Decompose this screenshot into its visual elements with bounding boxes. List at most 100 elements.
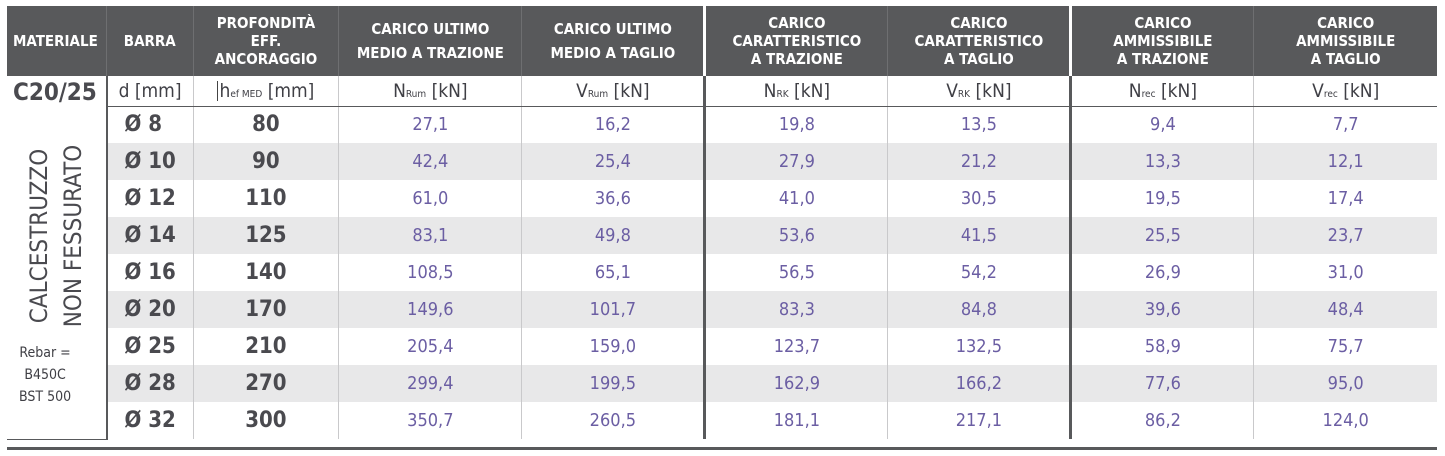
row-vrum-cell: 260,5 xyxy=(521,402,705,439)
row-nrum-cell: 61,0 xyxy=(338,180,522,217)
row-depth-cell: 125 xyxy=(192,217,339,254)
header-line: CARICO xyxy=(1317,14,1375,32)
row-bar-cell: Ø 8 xyxy=(105,106,194,143)
row-vrk-cell: 13,5 xyxy=(887,106,1071,143)
row-nrk-cell: 19,8 xyxy=(703,106,888,143)
table-bottom-rule xyxy=(7,447,1437,450)
row-depth-cell: 90 xyxy=(192,143,339,180)
row-vrec-cell: 48,4 xyxy=(1253,291,1437,328)
row-depth-cell: 170 xyxy=(192,291,339,328)
unit-symbol: V xyxy=(576,79,588,102)
row-vrec-cell: 95,0 xyxy=(1253,365,1437,402)
unit-subscript: ef MED xyxy=(230,88,263,100)
row-bar-cell: Ø 25 xyxy=(105,328,194,365)
row-bar-cell: Ø 20 xyxy=(105,291,194,328)
table-row: Ø 10 90 42,4 25,4 27,9 21,2 13,3 12,1 xyxy=(7,143,1437,180)
unit-subscript: RK xyxy=(776,88,789,100)
load-table: MATERIALE BARRA PROFONDITÀ EFF. ANCORAGG… xyxy=(7,6,1437,440)
row-nrum-cell: 205,4 xyxy=(338,328,522,365)
row-nrum-cell: 299,4 xyxy=(338,365,522,402)
unit-label: [kN] xyxy=(970,79,1012,102)
unit-label: [kN] xyxy=(1155,79,1197,102)
row-nrk-cell: 56,5 xyxy=(703,254,888,291)
row-vrk-cell: 41,5 xyxy=(887,217,1071,254)
header-line: A TRAZIONE xyxy=(750,50,843,68)
row-vrec-cell: 124,0 xyxy=(1253,402,1437,439)
row-vrk-cell: 54,2 xyxy=(887,254,1071,291)
unit-prof: hef MED [mm] xyxy=(192,76,339,107)
row-nrec-cell: 86,2 xyxy=(1069,402,1254,439)
unit-label: [mm] xyxy=(262,79,315,102)
header-line: CARATTERISTICO xyxy=(732,32,862,50)
row-bar-cell: Ø 10 xyxy=(105,143,194,180)
row-bar-cell: Ø 28 xyxy=(105,365,194,402)
header-line: MEDIO A TAGLIO xyxy=(550,44,676,62)
header-nrum: CARICO ULTIMO MEDIO A TRAZIONE xyxy=(338,6,522,76)
units-row: C20/25 CALCESTRUZZO NON FESSURATO Rebar … xyxy=(7,76,1437,440)
load-table-container: MATERIALE BARRA PROFONDITÀ EFF. ANCORAGG… xyxy=(7,6,1437,450)
row-vrk-cell: 166,2 xyxy=(887,365,1071,402)
header-line: CARICO xyxy=(768,14,826,32)
row-nrec-cell: 58,9 xyxy=(1069,328,1254,365)
header-line: CARICO ULTIMO xyxy=(371,20,490,38)
header-line: A TAGLIO xyxy=(1310,50,1381,68)
row-nrec-cell: 26,9 xyxy=(1069,254,1254,291)
row-vrec-cell: 12,1 xyxy=(1253,143,1437,180)
concrete-class: C20/25 xyxy=(13,78,97,106)
row-vrk-cell: 21,2 xyxy=(887,143,1071,180)
row-nrum-cell: 83,1 xyxy=(338,217,522,254)
row-depth-cell: 80 xyxy=(192,106,339,143)
row-nrec-cell: 13,3 xyxy=(1069,143,1254,180)
table-row: Ø 20 170 149,6 101,7 83,3 84,8 39,6 48,4 xyxy=(7,291,1437,328)
unit-vrk: VRK [kN] xyxy=(887,76,1071,107)
header-nrk: CARICO CARATTERISTICO A TRAZIONE xyxy=(703,6,888,76)
row-nrec-cell: 25,5 xyxy=(1069,217,1254,254)
unit-label: [kN] xyxy=(608,79,650,102)
header-line: AMMISSIBILE xyxy=(1296,32,1396,50)
rebar-note: Rebar = B450C BST 500 xyxy=(19,342,71,408)
unit-label: [kN] xyxy=(426,79,468,102)
row-bar-cell: Ø 12 xyxy=(105,180,194,217)
row-nrk-cell: 83,3 xyxy=(703,291,888,328)
row-nrum-cell: 149,6 xyxy=(338,291,522,328)
header-nrec: CARICO AMMISSIBILE A TRAZIONE xyxy=(1069,6,1254,76)
unit-label: [kN] xyxy=(1337,79,1380,102)
row-bar-cell: Ø 16 xyxy=(105,254,194,291)
header-vrk: CARICO CARATTERISTICO A TAGLIO xyxy=(887,6,1071,76)
unit-vrec: Vrec [kN] xyxy=(1253,76,1437,107)
header-barra: BARRA xyxy=(106,6,194,76)
header-line: A TRAZIONE xyxy=(1116,50,1209,68)
row-nrec-cell: 77,6 xyxy=(1069,365,1254,402)
row-nrk-cell: 162,9 xyxy=(703,365,888,402)
table-row: Ø 28 270 299,4 199,5 162,9 166,2 77,6 95,0 xyxy=(7,365,1437,402)
unit-symbol: N xyxy=(1128,79,1142,102)
header-line: MEDIO A TRAZIONE xyxy=(356,44,504,62)
unit-barra: d [mm] xyxy=(105,76,194,107)
row-vrk-cell: 84,8 xyxy=(887,291,1071,328)
unit-nrum: NRum [kN] xyxy=(338,76,522,107)
material-cell: C20/25 CALCESTRUZZO NON FESSURATO Rebar … xyxy=(7,76,107,440)
unit-subscript: Rum xyxy=(405,88,427,100)
text-cursor-icon xyxy=(217,81,219,102)
header-line: A TAGLIO xyxy=(943,50,1014,68)
row-vrum-cell: 25,4 xyxy=(521,143,705,180)
row-vrec-cell: 7,7 xyxy=(1253,106,1437,143)
row-depth-cell: 140 xyxy=(192,254,339,291)
unit-nrk: NRK [kN] xyxy=(703,76,888,107)
unit-subscript: RK xyxy=(957,88,971,100)
row-nrec-cell: 19,5 xyxy=(1069,180,1254,217)
row-vrum-cell: 36,6 xyxy=(521,180,705,217)
table-row: Ø 32 300 350,7 260,5 181,1 217,1 86,2 124,0 xyxy=(7,402,1437,439)
header-line: PROFONDITÀ xyxy=(216,14,316,32)
header-vrum: CARICO ULTIMO MEDIO A TAGLIO xyxy=(521,6,705,76)
header-vrec: CARICO AMMISSIBILE A TAGLIO xyxy=(1253,6,1437,76)
header-line: CARATTERISTICO xyxy=(914,32,1044,50)
header-line: CARICO xyxy=(950,14,1008,32)
header-line: AMMISSIBILE xyxy=(1113,32,1213,50)
rebar-line: Rebar = xyxy=(19,345,71,361)
table-row: Ø 14 125 83,1 49,8 53,6 41,5 25,5 23,7 xyxy=(7,217,1437,254)
header-profondita: PROFONDITÀ EFF. ANCORAGGIO xyxy=(192,6,339,76)
row-bar-cell: Ø 32 xyxy=(105,402,194,439)
rebar-line: B450C xyxy=(24,367,66,383)
header-line: CARICO ULTIMO xyxy=(553,20,672,38)
